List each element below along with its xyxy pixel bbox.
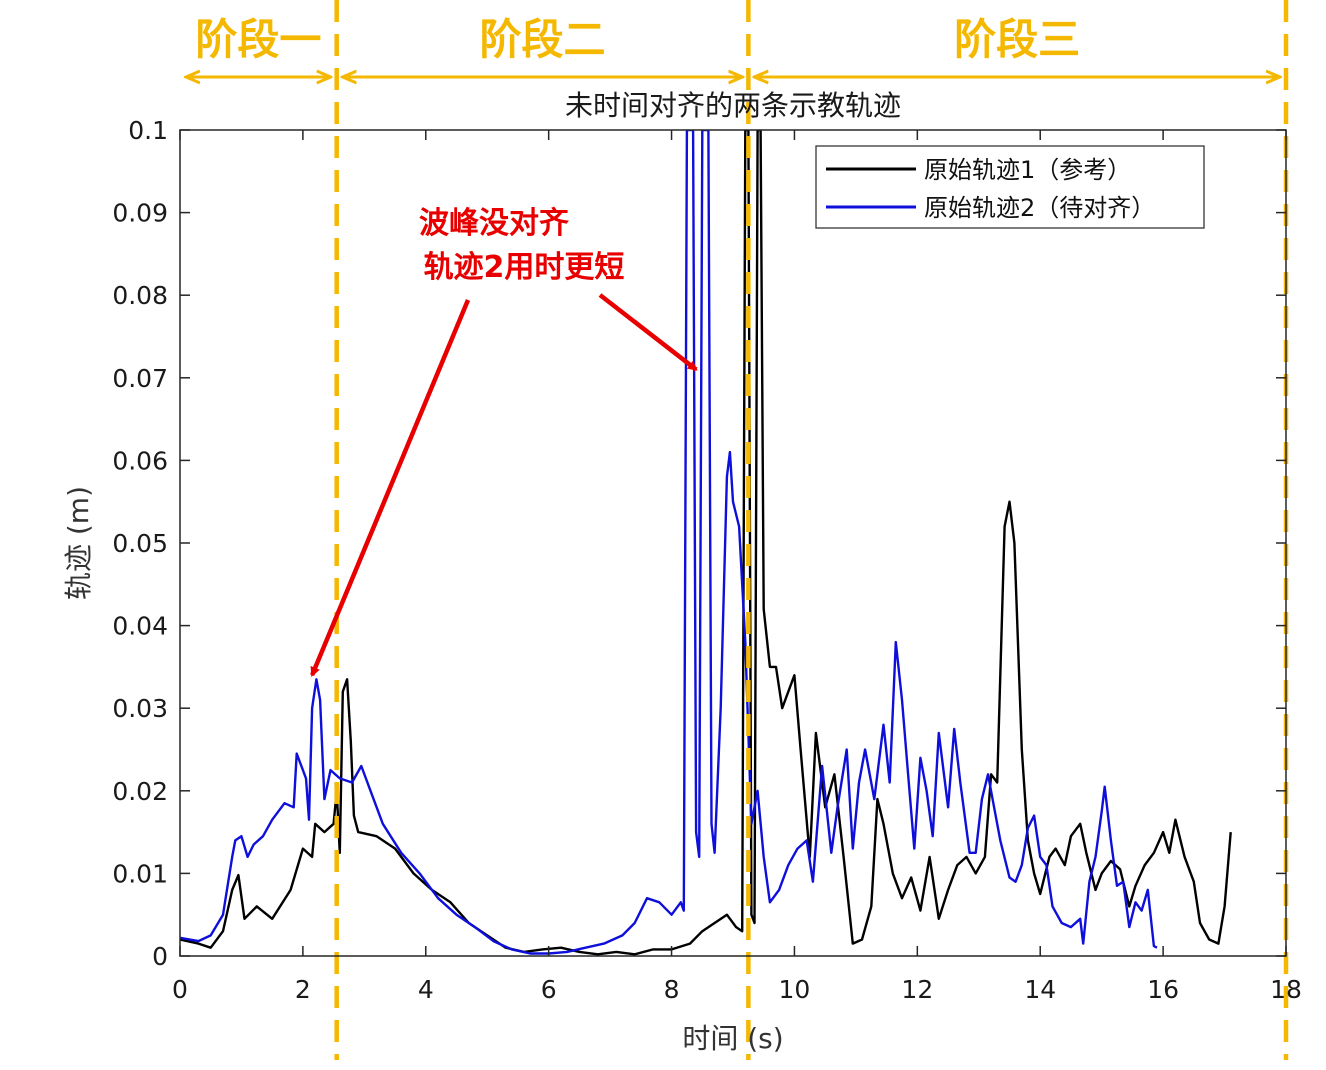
annotation: 波峰没对齐 轨迹2用时更短 [310, 206, 698, 678]
legend-box [815, 145, 1205, 229]
series-line-2 [180, 130, 1158, 955]
y-tick-label: 0.07 [112, 364, 168, 393]
x-tick-label: 0 [172, 975, 188, 1004]
y-tick-label: 0.09 [112, 199, 168, 228]
y-tick-label: 0 [152, 942, 168, 971]
y-tick-label: 0.06 [112, 446, 168, 475]
x-tick-label: 18 [1270, 975, 1302, 1004]
x-axis: 0 2 4 6 8 10 12 14 16 18 [172, 130, 1302, 1004]
y-axis-label: 轨迹 (m) [62, 486, 95, 600]
legend[interactable]: 原始轨迹1（参考） 原始轨迹2（待对齐） [815, 145, 1205, 229]
series-layer [180, 130, 1232, 956]
x-tick-label: 8 [664, 975, 680, 1004]
y-tick-label: 0.08 [112, 281, 168, 310]
x-tick-label: 16 [1147, 975, 1179, 1004]
x-tick-label: 14 [1024, 975, 1056, 1004]
x-tick-label: 4 [418, 975, 434, 1004]
y-tick-label: 0.02 [112, 777, 168, 806]
plot-area [180, 130, 1286, 956]
stage-label-2: 阶段二 [480, 15, 606, 64]
annotation-arrow-1 [310, 299, 471, 678]
stage-layer: 阶段一 阶段二 阶段三 [186, 0, 1289, 1060]
x-tick-label: 6 [541, 975, 557, 1004]
y-tick-label: 0.03 [112, 694, 168, 723]
legend-label-series-2: 原始轨迹2（待对齐） [924, 194, 1155, 222]
annotation-arrows [310, 293, 698, 678]
chart-title: 未时间对齐的两条示教轨迹 [565, 89, 901, 122]
x-tick-label: 10 [779, 975, 811, 1004]
stage-label-1: 阶段一 [195, 15, 321, 64]
x-tick-label: 2 [295, 975, 311, 1004]
y-tick-label: 0.04 [112, 612, 168, 641]
y-tick-label: 0.05 [112, 529, 168, 558]
y-axis: 0 0.01 0.02 0.03 0.04 0.05 0.06 0.07 0.08 0.09 0.1 [112, 116, 1286, 971]
x-axis-label: 时间 (s) [682, 1022, 783, 1055]
legend-label-series-1: 原始轨迹1（参考） [924, 156, 1131, 184]
stage-label-3: 阶段三 [954, 15, 1080, 64]
annotation-line-1: 波峰没对齐 [419, 206, 569, 241]
y-tick-label: 0.1 [128, 116, 168, 145]
annotation-arrow-2 [598, 293, 698, 372]
x-tick-label: 12 [901, 975, 933, 1004]
annotation-line-2: 轨迹2用时更短 [424, 250, 625, 285]
series-line-1 [180, 130, 1232, 956]
y-tick-label: 0.01 [112, 859, 168, 888]
